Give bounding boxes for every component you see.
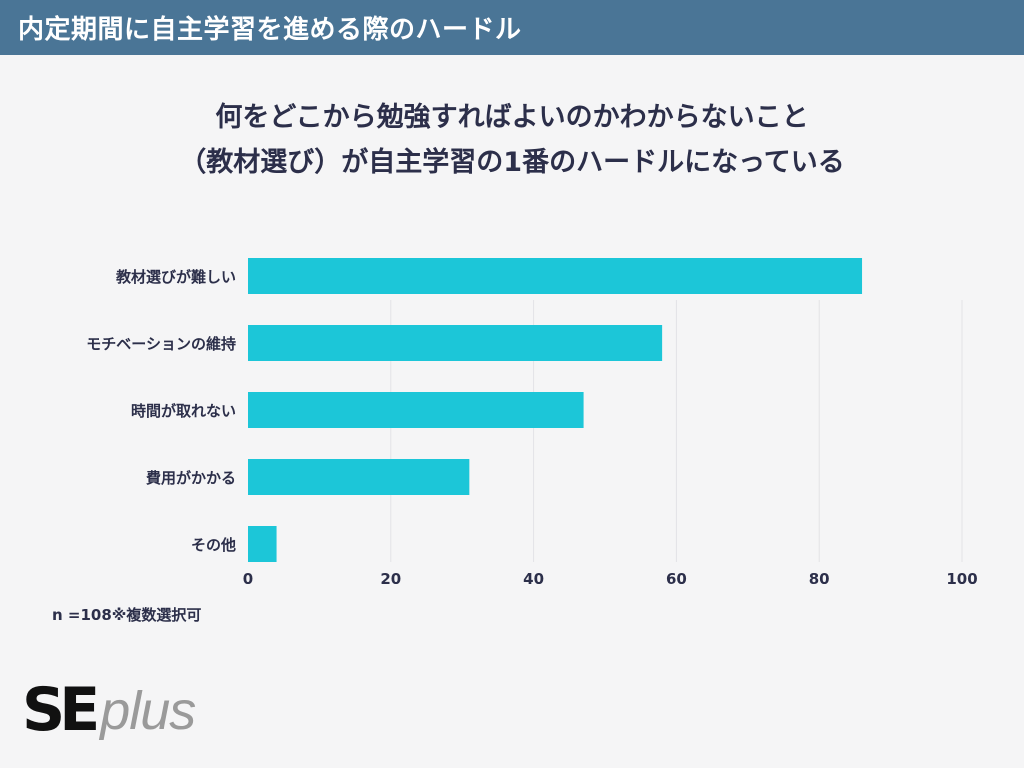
category-label: モチベーションの維持 [86,335,236,353]
header-title: 内定期間に自主学習を進める際のハードル [18,15,522,45]
header-bar: 内定期間に自主学習を進める際のハードル [0,0,1024,55]
x-tick-label: 100 [946,570,977,588]
x-tick-label: 80 [809,570,830,588]
x-tick-label: 0 [243,570,253,588]
headline-line-1: 何をどこから勉強すればよいのかわからないこと [215,102,809,133]
bar [248,325,663,361]
category-label: その他 [191,536,236,554]
x-tick-label: 40 [523,570,544,588]
category-label: 時間が取れない [131,402,236,420]
logo-se-text: SE [22,675,100,745]
bar [248,258,863,294]
seplus-logo: SE plus [22,675,196,745]
sample-note: n =108※複数選択可 [52,606,202,624]
bar [248,459,470,495]
x-tick-label: 20 [380,570,401,588]
bar [248,526,277,562]
logo-plus-text: plus [100,681,196,741]
bar [248,392,584,428]
x-tick-label: 60 [666,570,687,588]
category-label: 費用がかかる [146,469,236,487]
headline-line-2: （教材選び）が自主学習の1番のハードルになっている [179,147,845,178]
category-label: 教材選びが難しい [115,268,236,286]
